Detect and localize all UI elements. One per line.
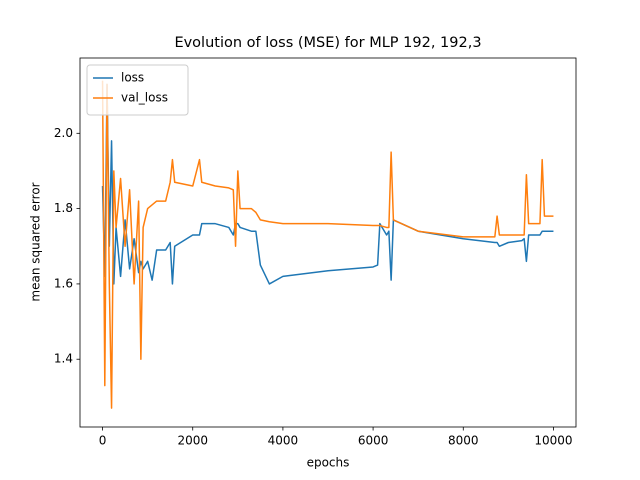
x-tick-label: 2000 [177,434,208,448]
legend-label: loss [121,71,144,85]
y-axis-label: mean squared error [29,182,43,301]
x-tick-label: 10000 [534,434,572,448]
y-tick-label: 2.0 [54,126,73,140]
series-line [101,83,554,285]
chart-title: Evolution of loss (MSE) for MLP 192, 192… [174,35,481,51]
y-tick-label: 1.6 [54,276,73,290]
plot-frame [79,57,577,428]
x-tick-label: 6000 [358,434,389,448]
x-axis-label: epochs [307,456,350,470]
legend: loss val_loss [86,64,189,116]
legend-label: val_loss [121,91,168,105]
y-tick-label: 1.4 [54,352,73,366]
x-tick-label: 4000 [268,434,299,448]
x-tick-label: 0 [99,434,107,448]
series-line [101,80,554,409]
x-tick-label: 8000 [448,434,479,448]
y-tick-label: 1.8 [54,201,73,215]
